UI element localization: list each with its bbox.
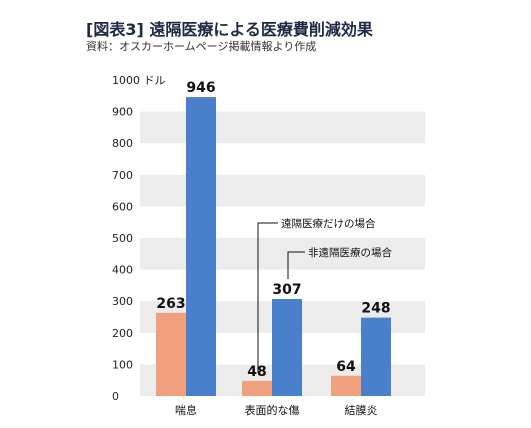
x-tick-label: 表面的な傷 (245, 403, 300, 417)
y-tick-label: 700 (112, 169, 133, 182)
data-label: 48 (247, 364, 266, 380)
bar (186, 97, 216, 397)
chart-source: 資料：オスカーホームページ掲載情報より作成 (86, 40, 317, 53)
y-tick-label: 300 (112, 295, 133, 308)
y-tick-label: 500 (112, 232, 133, 245)
bar (361, 317, 391, 396)
chart-title: [図表3] 遠隔医療による医療費削減効果 (86, 20, 373, 39)
y-tick-label: 900 (112, 106, 133, 119)
data-label: 946 (186, 80, 215, 96)
x-tick-label: 喘息 (175, 403, 197, 417)
bar (331, 375, 361, 396)
bar (272, 298, 302, 396)
data-label: 263 (156, 296, 185, 312)
y-tick-label: 100 (112, 358, 133, 371)
annotation-leader (287, 251, 305, 279)
bar (156, 312, 186, 396)
y-tick-label: 1000 ドル (112, 74, 166, 87)
data-label: 64 (336, 359, 356, 375)
y-tick-label: 600 (112, 200, 133, 213)
bar (242, 380, 272, 396)
grid-band (140, 111, 425, 144)
y-tick-label: 800 (112, 137, 133, 150)
grid-band (140, 174, 425, 207)
y-tick-label: 200 (112, 327, 133, 340)
x-tick-label: 結膜炎 (345, 403, 378, 417)
y-tick-label: 400 (112, 264, 133, 277)
annotation-label: 非遠隔医療の場合 (308, 246, 392, 259)
y-tick-label: 0 (112, 390, 119, 403)
data-label: 307 (272, 282, 301, 298)
data-label: 248 (361, 301, 390, 317)
annotation-leader (257, 222, 278, 373)
annotation-label: 遠隔医療だけの場合 (281, 217, 376, 230)
